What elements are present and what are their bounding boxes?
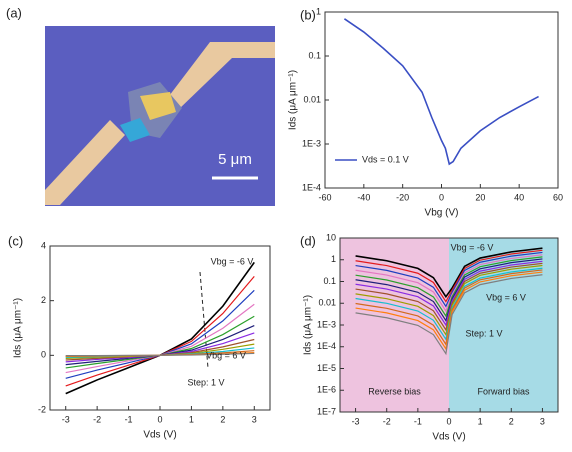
micrograph: 5 μm <box>45 26 275 206</box>
data-line <box>355 256 543 318</box>
x-tick-label: -3 <box>352 416 360 426</box>
y-tick-label: 1E-4 <box>302 182 321 192</box>
data-line <box>355 254 543 313</box>
flake <box>120 118 150 142</box>
x-axis-label: Vds (V) <box>432 432 465 443</box>
data-line <box>355 258 543 322</box>
annotation: Vbg = -6 V <box>211 256 254 266</box>
annotation: Step: 1 V <box>187 377 224 387</box>
x-axis-label: Vbg (V) <box>425 208 459 219</box>
electrode <box>45 120 125 205</box>
y-axis-label: Ids (μA μm⁻¹) <box>13 298 24 358</box>
x-tick-label: 1 <box>478 416 483 426</box>
y-tick-label: 1E-5 <box>317 363 336 373</box>
data-line <box>355 251 543 308</box>
electrode <box>166 42 275 110</box>
x-tick-label: 2 <box>220 414 225 424</box>
data-line <box>355 262 543 332</box>
x-tick-label: 60 <box>553 192 563 202</box>
x-tick-label: 0 <box>439 192 444 202</box>
y-tick-label: 0 <box>41 350 46 360</box>
x-tick-label: 0 <box>446 416 451 426</box>
x-tick-label: -3 <box>62 414 70 424</box>
region-label: Reverse bias <box>368 386 421 396</box>
y-tick-label: 1E-3 <box>317 319 336 329</box>
y-tick-label: 0.1 <box>308 50 321 60</box>
y-axis-label: Ids (μA μm⁻¹) <box>303 295 314 355</box>
region-label: Forward bias <box>477 386 530 396</box>
annotation: Vbg = -6 V <box>451 242 494 252</box>
x-tick-label: -2 <box>383 416 391 426</box>
annotation: Vbg = 6 V <box>486 292 526 302</box>
plot-lines <box>65 261 255 395</box>
flake <box>140 92 176 120</box>
data-line <box>355 249 543 303</box>
y-tick-label: 1 <box>316 6 321 16</box>
plot-lines <box>355 247 543 356</box>
annotation: Step: 1 V <box>465 328 502 338</box>
x-axis-label: Vds (V) <box>143 430 176 441</box>
x-tick-label: -60 <box>318 192 331 202</box>
panel-label: (d) <box>300 233 316 248</box>
legend-label: Vds = 0.1 V <box>362 154 409 164</box>
scale-bar-label: 5 μm <box>218 151 252 168</box>
x-tick-label: -2 <box>93 414 101 424</box>
y-tick-label: 0.01 <box>318 298 336 308</box>
x-tick-label: 20 <box>475 192 485 202</box>
x-tick-label: 3 <box>540 416 545 426</box>
y-tick-label: 10 <box>326 232 336 242</box>
y-tick-label: 1E-7 <box>317 406 336 416</box>
panel-label: (b) <box>300 7 316 22</box>
data-line <box>343 18 539 166</box>
panel-label: (a) <box>6 5 22 20</box>
data-line <box>65 275 255 387</box>
plot-frame <box>324 11 559 189</box>
y-tick-label: 2 <box>41 295 46 305</box>
y-tick-label: -2 <box>38 404 46 414</box>
x-tick-label: -20 <box>396 192 409 202</box>
plot-lines <box>343 18 539 166</box>
x-tick-label: 3 <box>252 414 257 424</box>
data-line <box>355 274 543 356</box>
y-tick-label: 1 <box>331 254 336 264</box>
x-tick-label: -1 <box>414 416 422 426</box>
x-tick-label: 40 <box>514 192 524 202</box>
data-line <box>355 247 543 299</box>
data-line <box>355 264 543 337</box>
data-line <box>65 352 255 357</box>
y-tick-label: 0.1 <box>323 276 336 286</box>
y-tick-label: 1E-6 <box>317 385 336 395</box>
y-tick-label: 1E-4 <box>317 341 336 351</box>
data-line <box>355 260 543 327</box>
x-tick-label: 1 <box>189 414 194 424</box>
x-tick-label: 0 <box>157 414 162 424</box>
data-line <box>65 261 255 395</box>
y-tick-label: 0.01 <box>303 94 321 104</box>
x-tick-label: -1 <box>125 414 133 424</box>
x-tick-label: 2 <box>509 416 514 426</box>
data-line <box>65 289 255 379</box>
y-axis-label: Ids (μA μm⁻¹) <box>288 70 299 130</box>
annotation: Vbg = 6 V <box>206 350 246 360</box>
x-tick-label: -40 <box>357 192 370 202</box>
y-tick-label: 1E-3 <box>302 138 321 148</box>
y-tick-label: 4 <box>41 240 46 250</box>
panel-label: (c) <box>8 233 23 248</box>
